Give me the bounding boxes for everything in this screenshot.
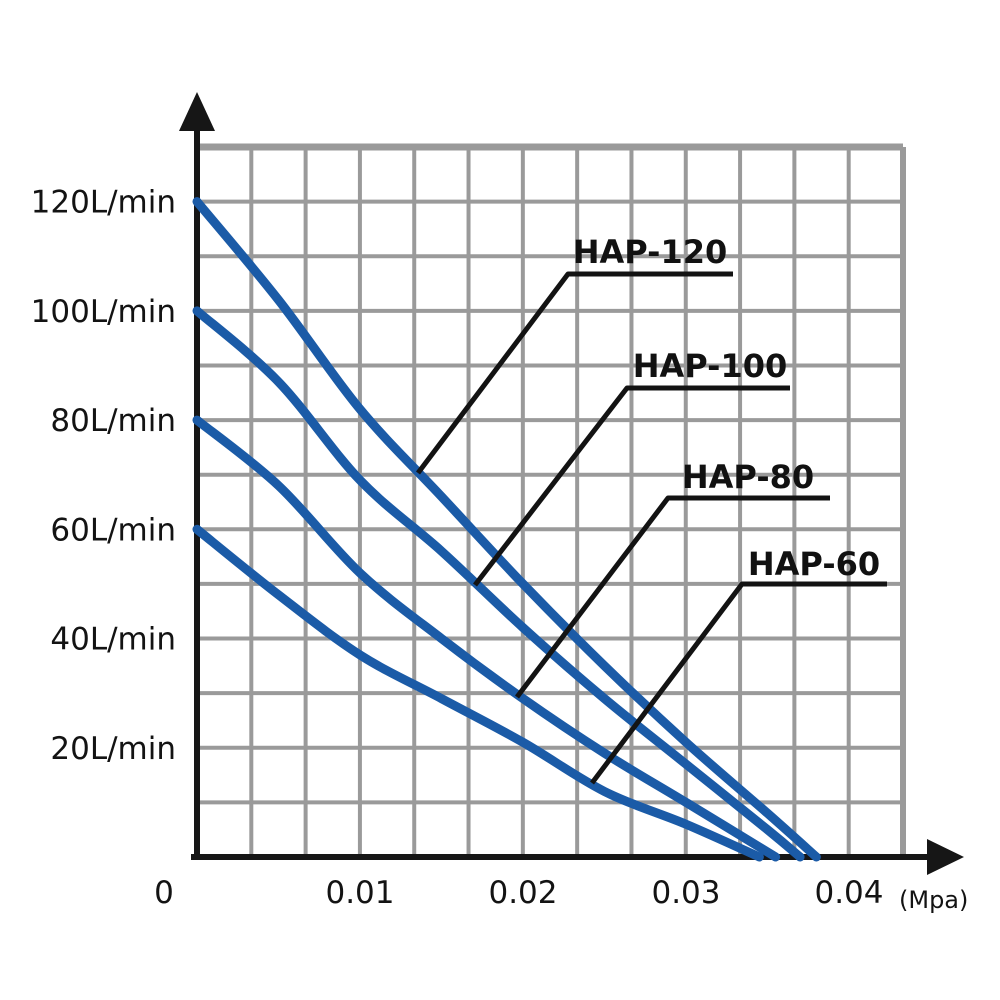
x-tick-label: 0 [154, 875, 174, 911]
y-tick-label: 40L/min [50, 622, 176, 658]
leader-line-hap-100 [473, 385, 790, 587]
y-tick-label: 20L/min [50, 731, 176, 767]
x-tick-label: 0.03 [651, 875, 720, 911]
y-axis-arrow-icon [179, 92, 215, 131]
curve-hap-60 [192, 524, 764, 862]
leader-line-hap-80 [515, 495, 830, 699]
y-tick-label: 120L/min [31, 185, 176, 221]
y-tick-label: 60L/min [50, 512, 176, 548]
series-label-hap-100: HAP-100 [633, 347, 788, 385]
y-tick-label: 100L/min [31, 294, 176, 330]
curve-hap-120 [192, 197, 821, 862]
series-label-hap-120: HAP-120 [573, 233, 728, 271]
series-label-hap-60: HAP-60 [748, 545, 880, 583]
y-tick-label: 80L/min [50, 403, 176, 439]
x-axis-unit-label: (Mpa) [899, 886, 968, 914]
curve-hap-100 [192, 306, 805, 862]
x-tick-label: 0.04 [814, 875, 883, 911]
leader-line-hap-60 [590, 581, 887, 785]
curve-hap-80 [192, 415, 781, 862]
x-tick-label: 0.02 [488, 875, 557, 911]
x-axis-arrow-icon [927, 839, 964, 875]
leader-line-hap-120 [416, 271, 733, 475]
x-tick-label: 0.01 [325, 875, 394, 911]
series-label-hap-80: HAP-80 [682, 458, 814, 496]
